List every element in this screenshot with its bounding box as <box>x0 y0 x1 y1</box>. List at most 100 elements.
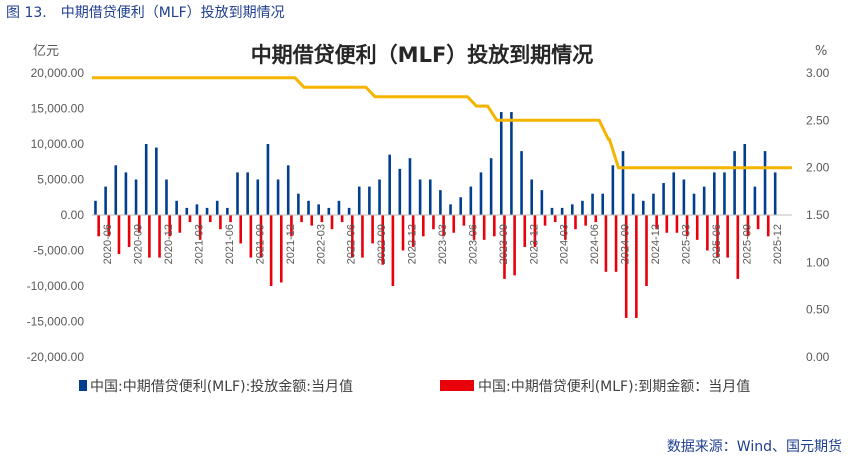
maturity-bar <box>624 215 628 318</box>
x-tick-label: 2024-09 <box>620 224 632 264</box>
maturity-bar <box>726 215 729 258</box>
issuance-bar <box>601 193 605 215</box>
maturity-bar <box>401 215 405 251</box>
issuance-bar <box>489 158 493 215</box>
y2-tick-label: 1.50 <box>806 208 830 222</box>
x-tick-label: 2023-06 <box>467 224 479 264</box>
maturity-bar <box>229 215 232 223</box>
issuance-bar <box>773 172 777 215</box>
maturity-bar <box>604 215 608 272</box>
x-tick-label: 2023-09 <box>498 224 510 264</box>
maturity-bar <box>523 215 527 247</box>
issuance-bar <box>155 147 158 215</box>
maturity-bar <box>655 215 658 230</box>
maturity-bar <box>533 215 537 247</box>
maturity-bar <box>168 215 171 237</box>
legend-label-maturity: 中国:中期借贷便利(MLF):到期金额：当月值 <box>478 379 750 395</box>
maturity-bar <box>564 215 567 240</box>
maturity-bar <box>614 215 618 272</box>
figure-number: 图 13. <box>6 5 47 21</box>
left-axis-ticks: 20,000.00 15,000.00 10,000.00 5,000.00 0.00 -… <box>27 66 85 364</box>
issuance-bar <box>520 151 523 215</box>
maturity-bar <box>411 215 415 247</box>
issuance-bar <box>226 207 229 215</box>
issuance-bar <box>276 179 280 215</box>
issuance-bar <box>763 151 767 215</box>
maturity-bar <box>148 215 151 258</box>
issuance-bar <box>743 144 747 215</box>
maturity-bar <box>158 215 161 258</box>
issuance-bar <box>418 179 422 215</box>
issuance-bar <box>114 165 118 215</box>
y2-tick-label: 0.00 <box>806 350 830 364</box>
issuance-bar <box>428 179 432 215</box>
issuance-bar <box>560 207 564 215</box>
maturity-bar <box>97 215 100 237</box>
issuance-bar <box>682 179 686 215</box>
maturity-bar <box>665 215 669 233</box>
issuance-bar <box>134 179 138 215</box>
y2-tick-label: 3.00 <box>806 66 830 80</box>
issuance-bar <box>327 207 331 215</box>
x-tick-label: 2022-06 <box>346 224 358 264</box>
issuance-bar <box>317 204 320 215</box>
maturity-bar <box>462 215 466 226</box>
maturity-bar <box>716 215 719 258</box>
issuance-bar <box>499 112 503 215</box>
x-tick-label: 2021-09 <box>254 224 266 264</box>
x-tick-label: 2022-12 <box>407 224 419 264</box>
y-tick-label: -20,000.00 <box>27 350 85 364</box>
maturity-bar <box>188 215 192 223</box>
issuance-bar <box>165 179 168 215</box>
issuance-bar <box>469 186 473 215</box>
maturity-bar <box>127 215 131 247</box>
x-tick-label: 2025-09 <box>741 224 753 264</box>
maturity-bar <box>482 215 486 240</box>
issuance-bar <box>205 207 209 215</box>
issuance-bar <box>124 172 128 215</box>
maturity-bar <box>422 215 425 237</box>
issuance-bar <box>591 193 594 215</box>
figure-caption: 图 13. 中期借贷便利（MLF）投放到期情况 <box>6 2 285 22</box>
issuance-bar <box>672 172 676 215</box>
maturity-bar <box>371 215 374 244</box>
maturity-bar <box>279 215 283 283</box>
x-tick-label: 2021-06 <box>224 224 236 264</box>
maturity-bar <box>442 215 445 237</box>
issuance-bar <box>388 154 391 215</box>
issuance-bar <box>104 186 107 215</box>
maturity-bar <box>239 215 243 244</box>
maturity-bar <box>756 215 760 230</box>
issuance-bar <box>581 200 584 215</box>
issuance-bar <box>641 200 645 215</box>
legend-swatch-maturity <box>440 380 474 391</box>
maturity-bar <box>766 215 770 237</box>
issuance-bar <box>662 183 665 215</box>
x-tick-label: 2022-09 <box>376 224 388 264</box>
issuance-bar <box>479 172 483 215</box>
maturity-bar <box>137 215 141 233</box>
x-tick-label: 2020-09 <box>133 224 145 264</box>
maturity-bar <box>695 215 699 240</box>
maturity-bar <box>340 215 344 223</box>
maturity-bar <box>320 215 324 223</box>
right-axis-unit: % <box>815 44 827 59</box>
issuance-bar <box>611 165 615 215</box>
maturity-bar <box>493 215 496 237</box>
issuance-bar <box>347 207 351 215</box>
maturity-bar <box>198 215 202 240</box>
issuance-bar <box>94 200 97 215</box>
x-axis-ticks: 2020-06 2020-09 2020-12 2021-03 2021-06 2021-… <box>102 224 784 264</box>
issuance-bar <box>195 204 199 215</box>
chart-title: 中期借贷便利（MLF）投放到期情况 <box>251 43 594 67</box>
issuance-bar <box>570 204 574 215</box>
issuance-bar <box>357 186 361 215</box>
issuance-bar <box>215 200 219 215</box>
legend-swatch-issuance <box>79 380 87 391</box>
legend: 中国:中期借贷便利(MLF):投放金额:当月值 中国:中期借贷便利(MLF):到… <box>79 379 750 395</box>
maturity-bar <box>310 215 314 226</box>
issuance-bar <box>702 186 706 215</box>
issuance-bar <box>621 151 625 215</box>
maturity-bar <box>645 215 648 286</box>
maturity-bar <box>107 215 111 237</box>
